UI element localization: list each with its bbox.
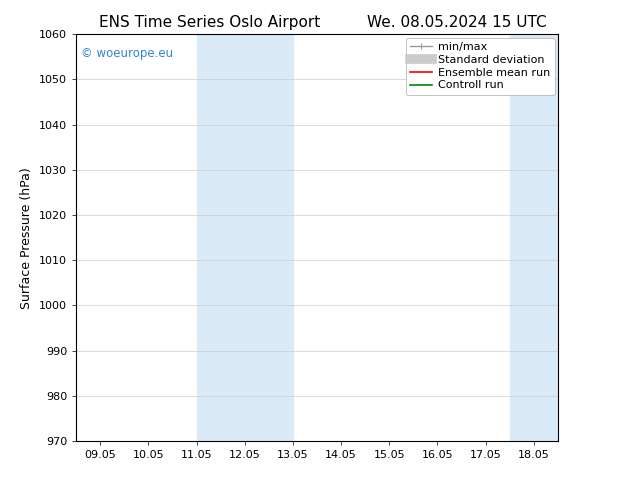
Text: We. 08.05.2024 15 UTC: We. 08.05.2024 15 UTC: [366, 15, 547, 30]
Y-axis label: Surface Pressure (hPa): Surface Pressure (hPa): [20, 167, 34, 309]
Text: © woeurope.eu: © woeurope.eu: [81, 47, 173, 59]
Bar: [197, 34, 293, 441]
Legend: min/max, Standard deviation, Ensemble mean run, Controll run: min/max, Standard deviation, Ensemble me…: [406, 38, 555, 95]
Text: ENS Time Series Oslo Airport: ENS Time Series Oslo Airport: [99, 15, 320, 30]
Bar: [510, 34, 558, 441]
